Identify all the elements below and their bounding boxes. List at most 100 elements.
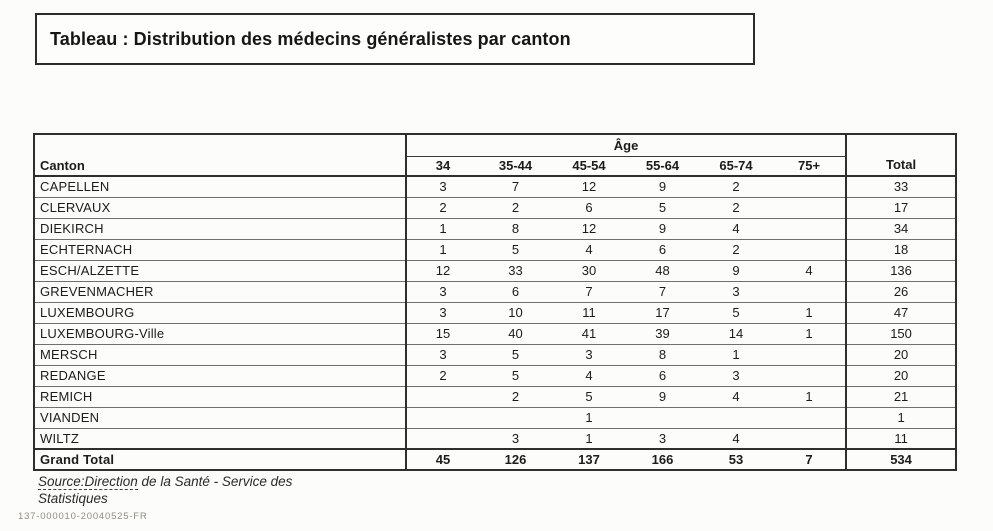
canton-cell: ECHTERNACH	[34, 239, 406, 261]
canton-cell: WILTZ	[34, 428, 406, 450]
footer-document-code: 137-000010-20040525-FR	[18, 511, 148, 522]
total-cell: 33	[845, 176, 957, 198]
age-column-header: 75+	[773, 156, 847, 177]
age-cell: 8	[626, 344, 699, 366]
total-cell: 47	[845, 302, 957, 324]
table-row: DIEKIRCH 1 8 12 9 4 34	[34, 218, 957, 240]
age-group-header: Âge	[404, 134, 847, 157]
table-row: ECHTERNACH 1 5 4 6 2 18	[34, 239, 957, 261]
age-cell: 3	[479, 428, 552, 450]
age-cell	[773, 218, 847, 240]
total-cell: 18	[845, 239, 957, 261]
age-cell: 5	[479, 239, 552, 261]
age-cell: 9	[626, 176, 699, 198]
age-cell	[773, 428, 847, 450]
canton-cell: CLERVAUX	[34, 197, 406, 219]
age-cell: 6	[552, 197, 626, 219]
age-cell: 17	[626, 302, 699, 324]
age-cell	[773, 176, 847, 198]
age-cell: 3	[699, 281, 773, 303]
table-row: REMICH 2 5 9 4 1 21	[34, 386, 957, 408]
age-cell	[479, 407, 552, 429]
age-cell: 48	[626, 260, 699, 282]
age-cell: 3	[405, 344, 479, 366]
age-cell: 9	[626, 218, 699, 240]
age-cell: 5	[552, 386, 626, 408]
age-column-header: 35-44	[479, 156, 552, 177]
age-cell	[773, 197, 847, 219]
total-cell: 11	[845, 428, 957, 450]
source-note-line2: Statistiques	[38, 491, 108, 506]
total-cell: 150	[845, 323, 957, 345]
age-column-header: 45-54	[552, 156, 626, 177]
age-cell: 9	[626, 386, 699, 408]
age-cell: 11	[552, 302, 626, 324]
grand-total-age-cell: 137	[552, 448, 626, 470]
total-cell: 20	[845, 365, 957, 387]
source-note: Source:Direction de la Santé - Service d…	[38, 473, 292, 507]
age-cell: 7	[626, 281, 699, 303]
age-cell: 7	[479, 176, 552, 198]
grand-total-label: Grand Total	[34, 448, 406, 470]
canton-cell: DIEKIRCH	[34, 218, 406, 240]
age-cell: 3	[699, 365, 773, 387]
table-header: Canton Âge Total 34 35-44 45-54 55-64 65…	[34, 134, 957, 177]
age-cell: 1	[699, 344, 773, 366]
source-note-underlined: Source:Direction	[38, 474, 138, 490]
total-cell: 20	[845, 344, 957, 366]
age-cell: 14	[699, 323, 773, 345]
age-cell: 39	[626, 323, 699, 345]
age-cell: 5	[626, 197, 699, 219]
total-cell: 136	[845, 260, 957, 282]
grand-total-age-cell: 126	[479, 448, 552, 470]
age-cell: 8	[479, 218, 552, 240]
canton-cell: REMICH	[34, 386, 406, 408]
age-cell	[405, 407, 479, 429]
age-cell	[773, 239, 847, 261]
total-cell: 1	[845, 407, 957, 429]
table-row: LUXEMBOURG 3 10 11 17 5 1 47	[34, 302, 957, 324]
grand-total-age-cell: 45	[405, 448, 479, 470]
grand-total-row: Grand Total 45 126 137 166 53 7 534	[34, 448, 957, 470]
canton-cell: ESCH/ALZETTE	[34, 260, 406, 282]
table-row: MERSCH 3 5 3 8 1 20	[34, 344, 957, 366]
age-cell: 4	[552, 365, 626, 387]
canton-cell: REDANGE	[34, 365, 406, 387]
age-cell: 2	[699, 239, 773, 261]
age-cell: 4	[699, 386, 773, 408]
canton-column-header: Canton	[34, 134, 406, 177]
age-cell	[699, 407, 773, 429]
age-cell: 2	[699, 176, 773, 198]
age-cell: 2	[405, 197, 479, 219]
total-cell: 21	[845, 386, 957, 408]
age-cell: 5	[479, 365, 552, 387]
grand-total-age-cell: 7	[773, 448, 847, 470]
age-cell: 3	[626, 428, 699, 450]
grand-total-age-cell: 53	[699, 448, 773, 470]
age-cell: 1	[552, 428, 626, 450]
age-cell	[405, 428, 479, 450]
total-cell: 34	[845, 218, 957, 240]
age-cell: 41	[552, 323, 626, 345]
age-cell	[773, 281, 847, 303]
age-cell	[773, 344, 847, 366]
table-row: WILTZ 3 1 3 4 11	[34, 428, 957, 450]
age-cell: 1	[552, 407, 626, 429]
age-cell: 7	[552, 281, 626, 303]
table-row: ESCH/ALZETTE 12 33 30 48 9 4 136	[34, 260, 957, 282]
age-cell: 10	[479, 302, 552, 324]
doctors-by-canton-table: Canton Âge Total 34 35-44 45-54 55-64 65…	[33, 133, 958, 471]
age-cell: 4	[773, 260, 847, 282]
title-box: Tableau : Distribution des médecins géné…	[35, 13, 755, 65]
table-row: LUXEMBOURG-Ville 15 40 41 39 14 1 150	[34, 323, 957, 345]
age-cell: 2	[699, 197, 773, 219]
table-row: GREVENMACHER 3 6 7 7 3 26	[34, 281, 957, 303]
age-cell: 3	[405, 176, 479, 198]
canton-cell: MERSCH	[34, 344, 406, 366]
age-cell: 1	[773, 302, 847, 324]
table-row: VIANDEN 1 1	[34, 407, 957, 429]
page-title: Tableau : Distribution des médecins géné…	[50, 28, 571, 49]
age-cell: 12	[552, 218, 626, 240]
age-cell: 40	[479, 323, 552, 345]
